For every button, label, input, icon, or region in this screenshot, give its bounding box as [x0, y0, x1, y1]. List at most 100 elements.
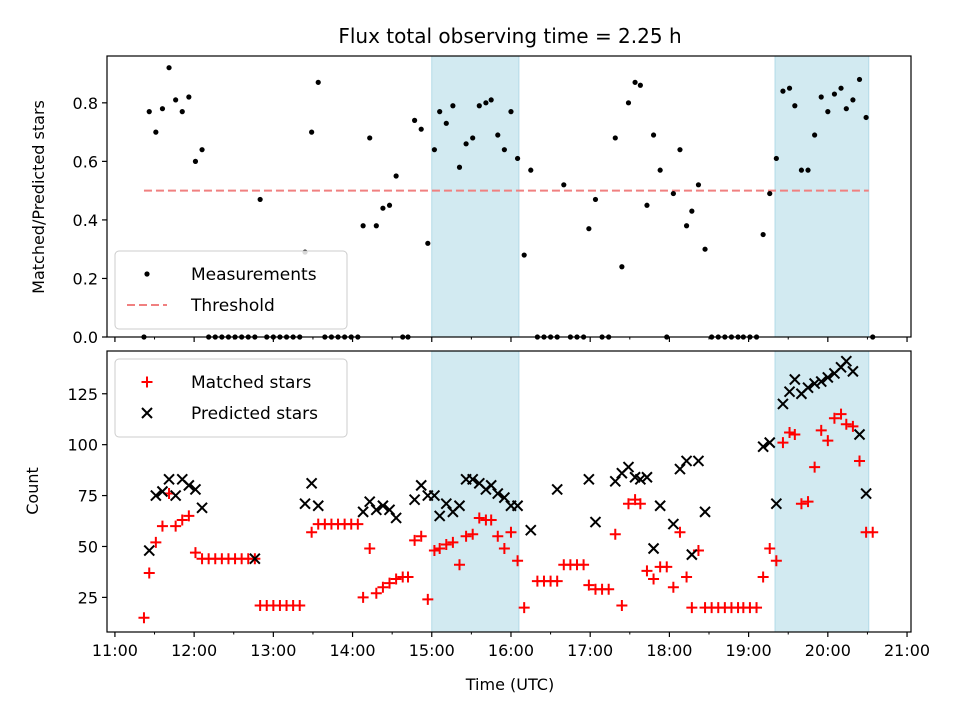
predicted-star-point-16	[370, 504, 383, 516]
predicted-star-point-17	[377, 500, 389, 512]
x-tick-label-8: 18:00	[646, 641, 692, 660]
measurement-point-79	[644, 202, 650, 208]
measurement-point-102	[792, 103, 798, 109]
matched-star-point-77	[641, 565, 653, 577]
matched-star-point-47	[440, 538, 452, 550]
matched-star-point-55	[492, 530, 504, 542]
measurement-point-66	[561, 182, 567, 188]
measurement-point-107	[825, 109, 831, 115]
predicted-star-point-64	[815, 375, 827, 388]
measurement-point-37	[373, 223, 379, 229]
measurement-point-97	[760, 231, 766, 238]
measurement-point-54	[483, 100, 489, 106]
measurement-point-28	[315, 79, 321, 85]
x-tick-label-5: 15:00	[409, 641, 455, 660]
matched-star-point-3	[150, 536, 162, 548]
matched-star-point-83	[681, 571, 693, 583]
bottom-y-tick-label-2: 50	[78, 537, 98, 556]
predicted-star-point-47	[647, 542, 660, 555]
measurement-point-80	[650, 132, 657, 138]
predicted-star-point-7	[183, 479, 195, 492]
x-tick-label-7: 17:00	[567, 641, 613, 660]
measurement-point-110	[843, 106, 849, 112]
predicted-star-point-52	[686, 548, 698, 561]
measurement-point-109	[838, 85, 844, 91]
measurement-point-46	[431, 147, 438, 153]
predicted-star-point-2	[150, 489, 162, 502]
legend-threshold-label: Threshold	[190, 296, 275, 316]
measurement-point-3	[153, 129, 159, 135]
top-y-tick-label-2: 0.2	[73, 269, 98, 288]
figure-title: Flux total observing time = 2.25 h	[338, 24, 681, 48]
matched-star-point-9	[189, 547, 201, 559]
matched-star-point-102	[802, 496, 814, 508]
measurement-point-104	[805, 167, 811, 173]
measurement-point-5	[166, 65, 172, 71]
matched-star-point-37	[377, 581, 389, 593]
measurement-point-10	[199, 147, 205, 153]
matched-star-point-81	[667, 581, 679, 593]
predicted-star-point-23	[428, 489, 441, 502]
measurement-point-27	[309, 129, 315, 135]
measurement-point-56	[495, 132, 501, 138]
matched-star-point-38	[384, 577, 396, 589]
bottom-y-tick-label-5: 125	[67, 385, 98, 404]
matched-star-point-74	[622, 498, 634, 510]
predicted-star-point-65	[822, 371, 834, 384]
matched-star-point-25	[294, 600, 306, 612]
predicted-star-point-41	[609, 475, 621, 488]
predicted-star-point-21	[415, 479, 427, 492]
matched-star-point-68	[583, 579, 595, 591]
matched-star-point-95	[757, 571, 769, 583]
x-tick-label-6: 16:00	[488, 641, 534, 660]
measurement-point-47	[437, 109, 443, 115]
measurement-point-105	[812, 132, 818, 138]
legend-predicted-stars-label: Predicted stars	[191, 404, 318, 424]
measurement-point-36	[367, 135, 373, 141]
measurement-point-49	[450, 103, 456, 109]
matched-star-point-71	[603, 583, 615, 595]
matched-star-point-103	[809, 461, 821, 473]
measurement-point-9	[192, 158, 199, 164]
top-y-tick-label-3: 0.4	[73, 211, 98, 230]
measurement-point-83	[670, 190, 676, 197]
bottom-shaded-interval-2	[774, 350, 870, 633]
top-y-tick-label-5: 0.8	[73, 94, 98, 113]
x-axis-label: Time (UTC)	[465, 675, 554, 694]
matched-star-point-73	[616, 600, 628, 612]
matched-star-point-101	[795, 498, 807, 510]
matched-star-point-35	[364, 543, 376, 555]
matched-star-point-82	[674, 526, 686, 538]
measurement-point-61	[528, 167, 534, 173]
legend-predicted-stars-marker	[141, 407, 153, 419]
predicted-star-point-50	[674, 463, 686, 475]
measurement-point-38	[380, 205, 386, 211]
matched-star-point-7	[176, 514, 188, 526]
predicted-star-point-19	[390, 512, 402, 524]
matched-star-point-110	[854, 455, 866, 467]
matched-star-point-105	[822, 435, 834, 447]
measurement-point-35	[360, 223, 366, 229]
matched-star-point-67	[578, 559, 590, 571]
matched-star-point-49	[453, 559, 465, 571]
x-tick-label-3: 13:00	[250, 641, 296, 660]
predicted-star-point-62	[802, 381, 814, 394]
predicted-star-point-43	[622, 461, 635, 473]
matched-star-point-94	[751, 602, 763, 614]
predicted-star-point-56	[764, 436, 776, 449]
measurement-point-19	[257, 196, 263, 203]
matched-star-point-39	[390, 573, 402, 585]
matched-star-point-41	[402, 571, 414, 583]
predicted-star-point-29	[466, 473, 479, 485]
measurement-point-88	[702, 246, 708, 252]
measurement-point-48	[443, 120, 449, 126]
matched-star-point-52	[473, 512, 485, 524]
bottom-shaded-interval-1	[431, 350, 520, 633]
matched-star-point-26	[306, 526, 318, 538]
measurement-point-71	[592, 196, 599, 203]
measurement-point-111	[850, 97, 856, 103]
top-panel-ratio: 0.00.20.40.60.8 Matched/Predicted stars …	[29, 55, 912, 347]
bottom-legend: Matched stars Predicted stars	[114, 358, 348, 438]
top-y-tick-label-1: 0.0	[73, 328, 98, 347]
bottom-legend-box	[114, 358, 348, 438]
